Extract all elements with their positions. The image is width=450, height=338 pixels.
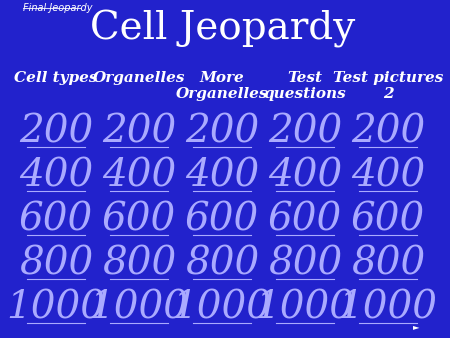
Text: 800: 800: [102, 245, 176, 282]
Text: 400: 400: [268, 157, 342, 194]
Text: 400: 400: [351, 157, 425, 194]
Text: 400: 400: [19, 157, 93, 194]
Text: Cell Jeopardy: Cell Jeopardy: [90, 10, 355, 48]
Text: Cell types: Cell types: [14, 71, 98, 85]
Text: Test pictures
2: Test pictures 2: [333, 71, 443, 101]
Text: 200: 200: [102, 113, 176, 150]
Text: 200: 200: [351, 113, 425, 150]
Text: 400: 400: [185, 157, 259, 194]
Text: 400: 400: [102, 157, 176, 194]
Text: 600: 600: [102, 201, 176, 238]
Text: 1000: 1000: [339, 289, 438, 326]
Text: 1000: 1000: [90, 289, 189, 326]
Text: 600: 600: [268, 201, 342, 238]
Text: 800: 800: [351, 245, 425, 282]
Text: ►: ►: [413, 322, 419, 331]
Text: 200: 200: [268, 113, 342, 150]
Text: 600: 600: [185, 201, 259, 238]
Text: 800: 800: [185, 245, 259, 282]
Text: 200: 200: [19, 113, 93, 150]
Text: 1000: 1000: [173, 289, 272, 326]
Text: 1000: 1000: [7, 289, 106, 326]
Text: Final Jeopardy: Final Jeopardy: [23, 3, 92, 14]
Text: 600: 600: [19, 201, 93, 238]
Text: 800: 800: [19, 245, 93, 282]
Text: 600: 600: [351, 201, 425, 238]
Text: Test
questions: Test questions: [264, 71, 346, 101]
Text: 200: 200: [185, 113, 259, 150]
Text: 1000: 1000: [256, 289, 355, 326]
Text: 800: 800: [268, 245, 342, 282]
Text: More
Organelles: More Organelles: [176, 71, 268, 101]
Text: Organelles: Organelles: [93, 71, 185, 85]
